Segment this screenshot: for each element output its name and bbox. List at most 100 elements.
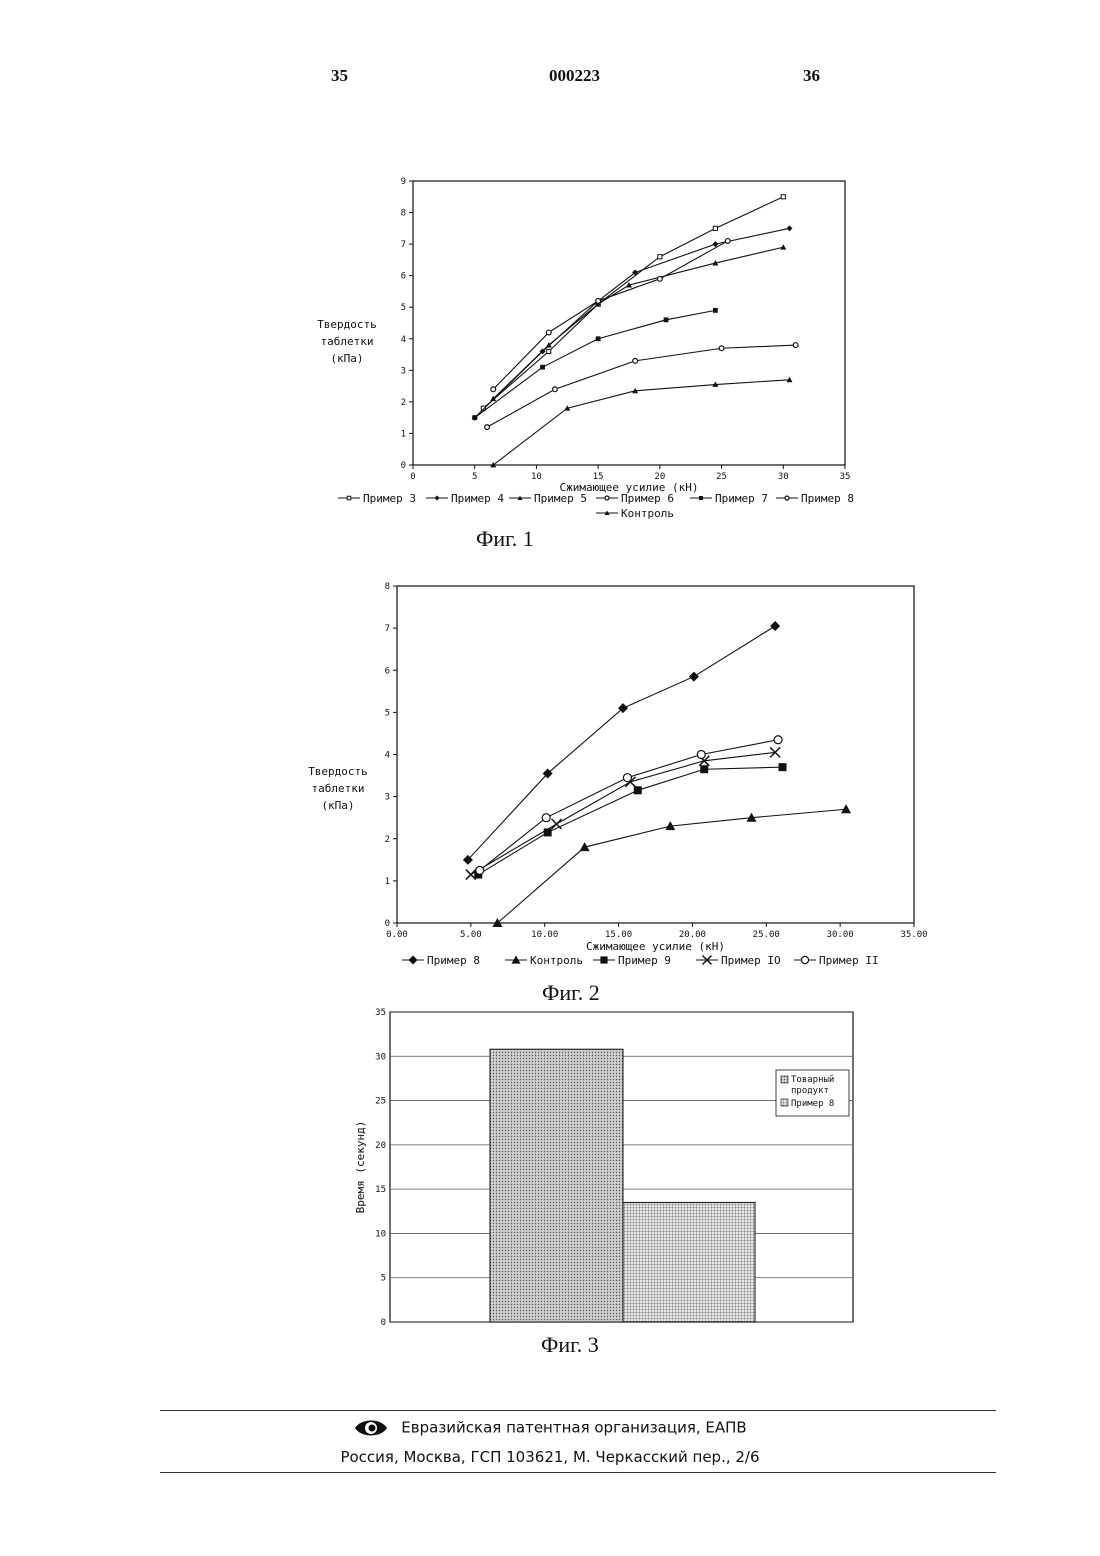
data-point: [596, 336, 601, 341]
data-point: [552, 819, 562, 829]
legend-swatch: [781, 1076, 788, 1083]
footer-address: Россия, Москва, ГСП 103621, М. Черкасски…: [0, 1448, 1100, 1466]
figure-2-chart: 0.005.0010.0015.0020.0025.0030.0035.0001…: [0, 570, 1100, 1020]
data-point: [472, 415, 477, 420]
legend-entry: Контроль: [505, 954, 583, 967]
legend-label: Пример 9: [618, 954, 671, 967]
y-axis-label: таблетки: [321, 335, 374, 348]
y-tick-label: 2: [385, 835, 390, 845]
legend-entry: Пример 7: [690, 492, 768, 505]
data-point: [623, 774, 631, 782]
legend-label: Пример 8: [427, 954, 480, 967]
data-point: [491, 387, 496, 392]
series-4: [466, 747, 780, 879]
y-tick-label: 7: [401, 240, 406, 250]
data-point: [540, 365, 545, 370]
y-tick-label: 35: [375, 1008, 386, 1018]
document-number: 000223: [549, 66, 600, 86]
x-tick-label: 35.00: [900, 930, 927, 940]
series-line: [483, 197, 783, 408]
series-6: [485, 343, 798, 430]
data-point: [542, 814, 550, 822]
data-point: [793, 343, 798, 348]
figure-3-chart: 05101520253035Время (секунд)Товарныйпрод…: [0, 1000, 1100, 1360]
data-point: [781, 195, 785, 199]
y-tick-label: 15: [375, 1185, 386, 1195]
legend-entry: Пример 8: [776, 492, 854, 505]
y-tick-label: 5: [401, 303, 406, 313]
data-point: [553, 387, 558, 392]
series-line: [487, 345, 796, 427]
y-tick-label: 0: [385, 919, 390, 929]
x-tick-label: 25.00: [753, 930, 780, 940]
y-axis-label: таблетки: [312, 782, 365, 795]
y-tick-label: 6: [385, 666, 390, 676]
legend-entry: Пример 3: [338, 492, 416, 505]
figure-1-caption: Фиг. 1: [476, 526, 534, 551]
legend-label: Пример II: [819, 954, 879, 967]
y-tick-label: 4: [401, 335, 406, 345]
data-point: [657, 276, 662, 281]
y-tick-label: 9: [401, 177, 406, 187]
legend-marker: [785, 496, 789, 500]
data-point: [547, 349, 551, 353]
data-point: [546, 330, 551, 335]
x-tick-label: 20.00: [679, 930, 706, 940]
y-tick-label: 3: [401, 366, 406, 376]
y-tick-label: 5: [385, 708, 390, 718]
series-line: [493, 247, 783, 398]
x-tick-label: 15.00: [605, 930, 632, 940]
y-tick-label: 3: [385, 793, 390, 803]
data-point: [780, 244, 786, 249]
plot-area: [413, 181, 845, 465]
y-tick-label: 8: [401, 209, 406, 219]
legend-marker: [347, 496, 351, 500]
legend-entry: Пример II: [794, 954, 879, 967]
y-tick-label: 5: [381, 1274, 386, 1284]
data-point: [719, 346, 724, 351]
legend-label: Пример 4: [451, 492, 504, 505]
page-number-left: 35: [331, 66, 348, 86]
data-point: [774, 736, 782, 744]
series-3: [490, 244, 786, 401]
data-point: [713, 226, 717, 230]
y-tick-label: 7: [385, 624, 390, 634]
legend-entry: Пример 5: [509, 492, 587, 505]
legend-label: Пример IO: [721, 954, 781, 967]
data-point: [664, 317, 669, 322]
legend-label: Пример 8: [791, 1099, 834, 1109]
legend-label: Пример 6: [621, 492, 674, 505]
y-tick-label: 6: [401, 272, 406, 282]
legend-entry: Пример IO: [696, 954, 781, 967]
legend-marker: [801, 956, 808, 963]
data-point: [697, 751, 705, 759]
data-point: [713, 308, 718, 313]
series-line: [478, 767, 782, 874]
y-tick-label: 0: [381, 1318, 386, 1328]
eapo-logo-icon: [353, 1416, 389, 1440]
legend-entry: Пример 9: [593, 954, 671, 967]
y-tick-label: 20: [375, 1141, 386, 1151]
legend-marker: [600, 956, 607, 963]
data-point: [596, 299, 601, 304]
y-tick-label: 1: [401, 429, 406, 439]
legend-marker: [605, 496, 609, 500]
y-axis-label: (кПа): [330, 352, 363, 365]
x-tick-label: 10: [531, 472, 542, 482]
y-tick-label: 10: [375, 1229, 386, 1239]
data-point: [689, 672, 699, 682]
series-5: [472, 308, 717, 420]
x-axis-label: Сжимающее усилие (кН): [586, 940, 725, 953]
series-1: [481, 195, 785, 411]
data-point: [700, 765, 708, 773]
y-tick-label: 2: [401, 398, 406, 408]
legend-swatch: [781, 1099, 788, 1106]
legend-label: Контроль: [621, 507, 674, 520]
series-line: [493, 380, 789, 465]
footer-rule-top: [160, 1410, 996, 1411]
y-axis-label: (кПа): [321, 799, 354, 812]
legend-label: Пример 7: [715, 492, 768, 505]
bar: [623, 1202, 755, 1322]
legend-label: Пример 3: [363, 492, 416, 505]
figure-3-caption: Фиг. 3: [541, 1332, 599, 1357]
